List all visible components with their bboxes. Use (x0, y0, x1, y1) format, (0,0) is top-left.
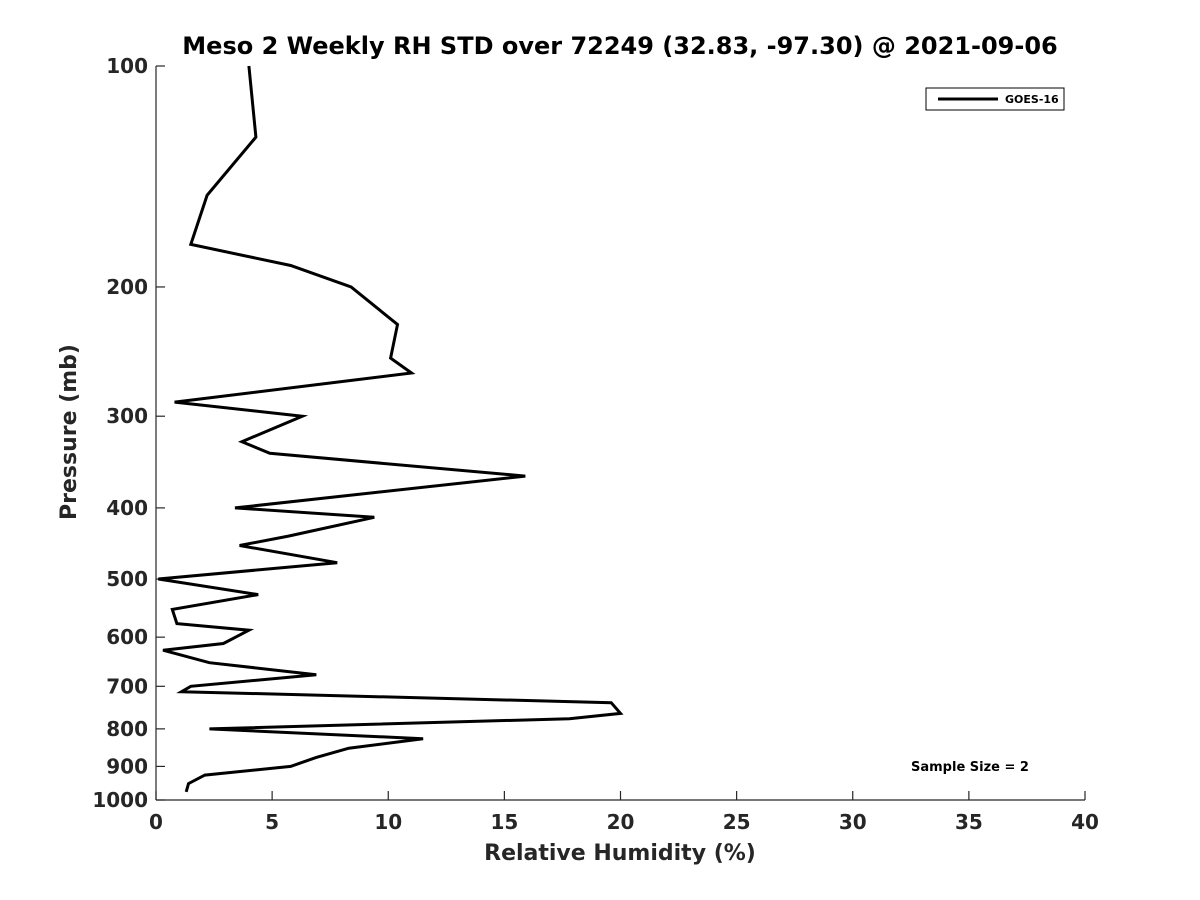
x-tick-label-25: 25 (723, 810, 751, 834)
y-tick-label-700: 700 (106, 674, 148, 698)
series-line-goes-16 (158, 65, 624, 793)
sample-size-annotation: Sample Size = 2 (911, 760, 1029, 775)
x-tick-label-0: 0 (149, 810, 163, 834)
legend-label-goes-16: GOES-16 (1005, 93, 1059, 106)
y-tick-label-1000: 1000 (92, 788, 148, 812)
axes: 0 5 10 15 20 25 30 35 40 100 200 300 400 500 600 700 800… (92, 54, 1099, 834)
x-tick-label-20: 20 (607, 810, 635, 834)
series-layer (158, 65, 624, 793)
x-tick-label-40: 40 (1071, 810, 1099, 834)
y-tick-label-100: 100 (106, 54, 148, 78)
y-axis-label: Pressure (mb) (57, 344, 82, 520)
x-tick-label-30: 30 (839, 810, 867, 834)
x-tick-label-35: 35 (955, 810, 983, 834)
y-tick-label-500: 500 (106, 567, 148, 591)
x-tick-label-10: 10 (374, 810, 402, 834)
y-tick-label-800: 800 (106, 717, 148, 741)
y-tick-label-300: 300 (106, 404, 148, 428)
y-tick-label-200: 200 (106, 275, 148, 299)
legend: GOES-16 (925, 87, 1065, 111)
x-tick-label-5: 5 (265, 810, 279, 834)
x-tick-label-15: 15 (490, 810, 518, 834)
y-tick-label-900: 900 (106, 754, 148, 778)
chart-title: Meso 2 Weekly RH STD over 72249 (32.83, … (182, 32, 1057, 60)
y-tick-label-600: 600 (106, 625, 148, 649)
y-tick-label-400: 400 (106, 496, 148, 520)
x-axis-label: Relative Humidity (%) (484, 841, 756, 866)
